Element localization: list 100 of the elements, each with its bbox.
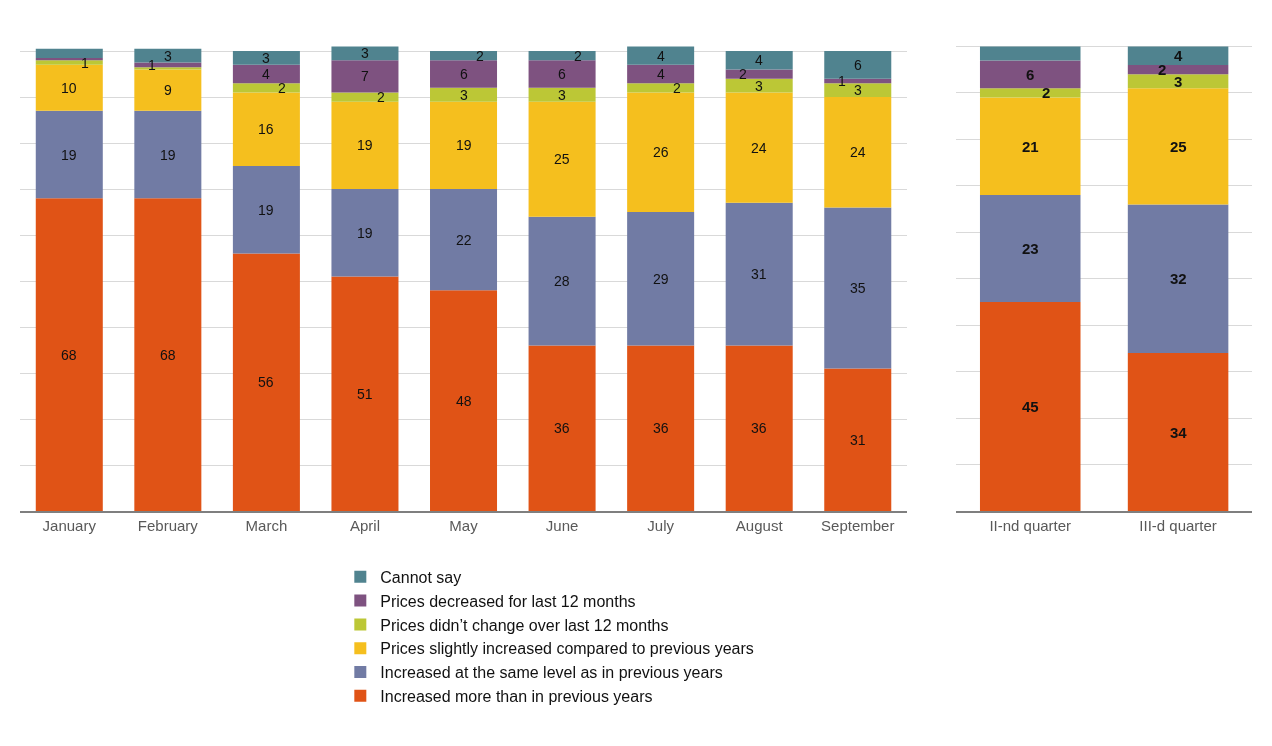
data-label: 45 (1022, 398, 1039, 415)
data-label: 35 (850, 280, 866, 296)
data-label: 3 (164, 48, 172, 64)
bar (979, 301, 1081, 511)
bar (134, 69, 202, 111)
x-tick-label: April (349, 517, 380, 534)
x-tick-label: September (821, 517, 895, 534)
bar (979, 97, 1081, 196)
bar (35, 48, 103, 58)
data-label: 32 (1170, 270, 1187, 287)
data-label: 10 (61, 80, 77, 96)
data-label: 19 (357, 137, 373, 153)
data-label: 19 (456, 137, 472, 153)
bar (134, 110, 202, 199)
bar (430, 51, 498, 61)
bar (528, 87, 596, 102)
data-label: 3 (755, 78, 763, 94)
bar (528, 101, 596, 217)
data-label: 3 (262, 50, 270, 66)
data-label: 29 (653, 271, 669, 287)
bar (430, 101, 498, 190)
data-label: 2 (377, 89, 385, 105)
bar (725, 345, 793, 511)
bar (979, 88, 1081, 98)
data-label: 31 (751, 266, 767, 282)
data-label: 22 (456, 232, 472, 248)
bar (430, 87, 498, 102)
x-tick-label: III-d quarter (1139, 517, 1217, 534)
data-label: 2 (1042, 84, 1051, 101)
data-label: 2 (574, 48, 582, 64)
bar (1127, 88, 1229, 205)
data-label: 19 (258, 202, 274, 218)
data-label: 4 (657, 66, 665, 82)
bar (528, 345, 596, 511)
data-label: 4 (262, 66, 270, 82)
data-label: 23 (1022, 240, 1039, 257)
bar (331, 276, 399, 511)
data-label: 3 (1174, 73, 1183, 90)
data-label: 25 (1170, 138, 1187, 155)
data-label: 3 (558, 87, 566, 103)
data-label: 6 (460, 66, 468, 82)
bar (824, 368, 892, 511)
bar (627, 92, 695, 213)
bar (232, 51, 300, 65)
data-label: 4 (1174, 47, 1183, 64)
bar (627, 83, 695, 93)
legend-label: Prices decreased for last 12 months (380, 592, 636, 610)
bar (1127, 204, 1229, 354)
data-label: 3 (361, 45, 369, 61)
bar (1127, 353, 1229, 511)
bar (232, 253, 300, 511)
bar (725, 202, 793, 346)
data-label: 2 (476, 48, 484, 64)
data-label: 56 (258, 374, 274, 390)
bar (430, 60, 498, 88)
legend-label: Prices slightly increased compared to previous years (380, 640, 754, 658)
bar (232, 92, 300, 167)
x-tick-label: May (449, 517, 479, 534)
data-label: 19 (61, 147, 77, 163)
data-label: 2 (673, 80, 681, 96)
bar (979, 46, 1081, 61)
data-label: 68 (160, 347, 176, 363)
data-label: 19 (357, 225, 373, 241)
bar (979, 60, 1081, 89)
bar (232, 166, 300, 254)
x-tick-label: July (647, 517, 675, 534)
data-label: 16 (258, 121, 274, 137)
bar (232, 64, 300, 84)
data-label: 24 (850, 144, 866, 160)
bar (1127, 65, 1229, 75)
bar (627, 46, 695, 65)
x-tick-label: June (545, 517, 579, 534)
bar (824, 97, 892, 208)
data-label: 36 (751, 420, 767, 436)
bar (979, 195, 1081, 302)
data-label: 2 (1158, 61, 1167, 78)
data-label: 21 (1022, 138, 1039, 155)
bar (824, 207, 892, 369)
x-tick-label: January (42, 517, 97, 534)
data-label: 1 (81, 55, 89, 71)
x-tick-label: March (245, 517, 288, 534)
bar (725, 69, 793, 79)
data-label: 26 (653, 144, 669, 160)
bar (331, 60, 399, 93)
bar (528, 216, 596, 346)
bar (627, 345, 695, 511)
data-label: 31 (850, 432, 866, 448)
data-label: 28 (554, 273, 570, 289)
bar (1127, 46, 1229, 66)
data-label: 2 (278, 80, 286, 96)
bar (430, 189, 498, 291)
bar (1127, 74, 1229, 89)
data-label: 19 (160, 147, 176, 163)
data-label: 48 (456, 393, 472, 409)
x-tick-label: August (735, 517, 784, 534)
bar (35, 110, 103, 199)
legend-label: Increased at the same level as in previous years (380, 664, 723, 682)
data-label: 6 (558, 66, 566, 82)
data-label: 4 (657, 48, 665, 64)
legend-label: Cannot say (380, 569, 462, 587)
